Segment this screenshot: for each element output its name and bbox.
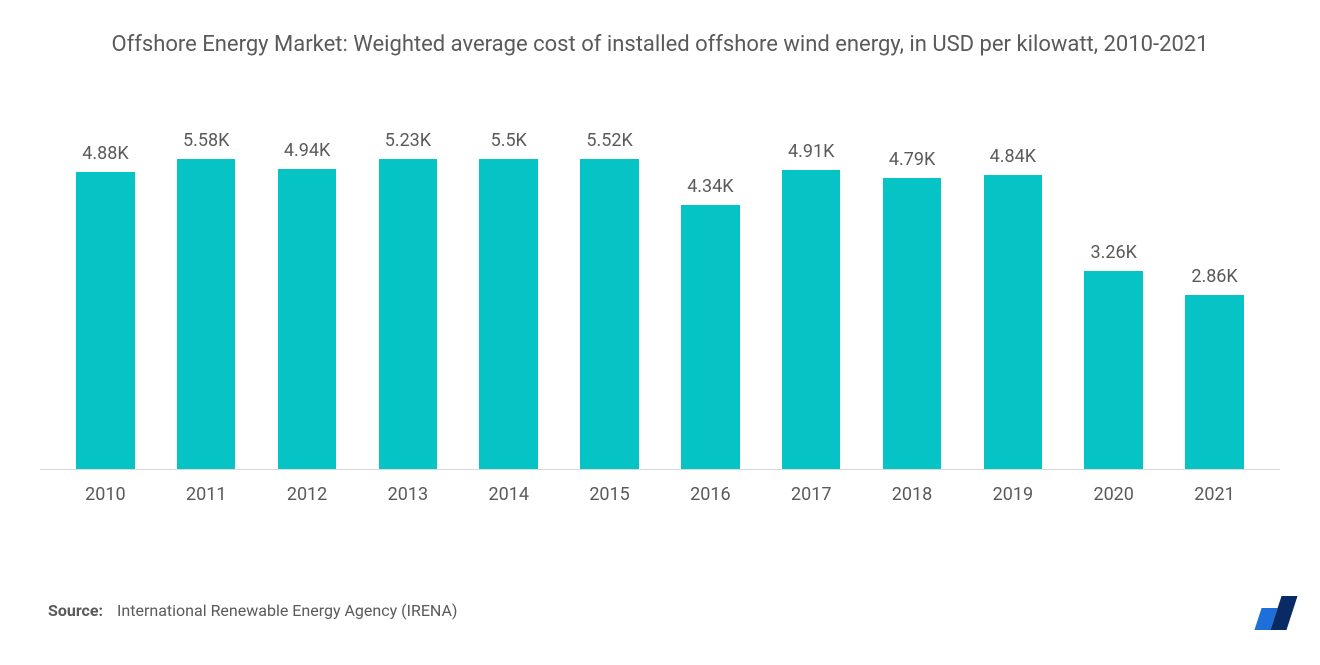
bar (681, 205, 739, 469)
x-axis-label: 2018 (862, 484, 963, 505)
bar-value-label: 4.79K (889, 149, 935, 170)
bar-value-label: 4.34K (687, 176, 733, 197)
x-axis-label: 2010 (55, 484, 156, 505)
bar-value-label: 5.52K (586, 130, 632, 151)
bar-value-label: 2.86K (1191, 266, 1237, 287)
bar (782, 170, 840, 468)
bar-column: 4.84K (962, 130, 1063, 469)
bar (278, 169, 336, 469)
bar-column: 5.52K (559, 130, 660, 469)
x-axis-label: 2012 (257, 484, 358, 505)
bar (76, 172, 134, 468)
x-axis-label: 2020 (1063, 484, 1164, 505)
bar-value-label: 5.58K (183, 130, 229, 151)
bar-value-label: 4.88K (82, 143, 128, 164)
x-axis-label: 2017 (761, 484, 862, 505)
x-axis-label: 2015 (559, 484, 660, 505)
bar (1084, 271, 1142, 469)
bar-column: 4.91K (761, 130, 862, 469)
bar-column: 4.34K (660, 130, 761, 469)
bar (1185, 295, 1243, 469)
chart-title: Offshore Energy Market: Weighted average… (40, 30, 1280, 60)
bar-column: 2.86K (1164, 130, 1265, 469)
bar (580, 159, 638, 469)
x-axis-label: 2011 (156, 484, 257, 505)
x-axis-label: 2019 (962, 484, 1063, 505)
bar-column: 3.26K (1063, 130, 1164, 469)
bar-value-label: 4.94K (284, 140, 330, 161)
x-axis-label: 2014 (458, 484, 559, 505)
x-axis-label: 2013 (357, 484, 458, 505)
bar (479, 159, 537, 469)
bar-value-label: 3.26K (1091, 242, 1137, 263)
x-axis-label: 2016 (660, 484, 761, 505)
chart-container: Offshore Energy Market: Weighted average… (0, 0, 1320, 665)
brand-logo (1258, 596, 1292, 630)
bar-column: 4.94K (257, 130, 358, 469)
bar-column: 5.23K (357, 130, 458, 469)
bar-column: 5.5K (458, 130, 559, 469)
bar-column: 4.79K (862, 130, 963, 469)
bar (379, 159, 437, 469)
bar (883, 178, 941, 469)
source-text: International Renewable Energy Agency (I… (117, 601, 457, 620)
bar-value-label: 5.23K (385, 130, 431, 151)
x-axis-label: 2021 (1164, 484, 1265, 505)
bar-plot-area: 4.88K 5.58K 4.94K 5.23K 5.5K 5.52K 4.34K 4.91K 4… (40, 130, 1280, 470)
bar (177, 159, 235, 469)
bar-value-label: 4.91K (788, 141, 834, 162)
source-attribution: Source: International Renewable Energy A… (48, 601, 458, 620)
bar (984, 175, 1042, 469)
bar-column: 5.58K (156, 130, 257, 469)
bar-column: 4.88K (55, 130, 156, 469)
source-key: Source: (48, 601, 103, 620)
x-axis-labels: 2010201120122013201420152016201720182019… (40, 470, 1280, 505)
bar-value-label: 5.5K (491, 130, 527, 151)
bar-value-label: 4.84K (990, 146, 1036, 167)
